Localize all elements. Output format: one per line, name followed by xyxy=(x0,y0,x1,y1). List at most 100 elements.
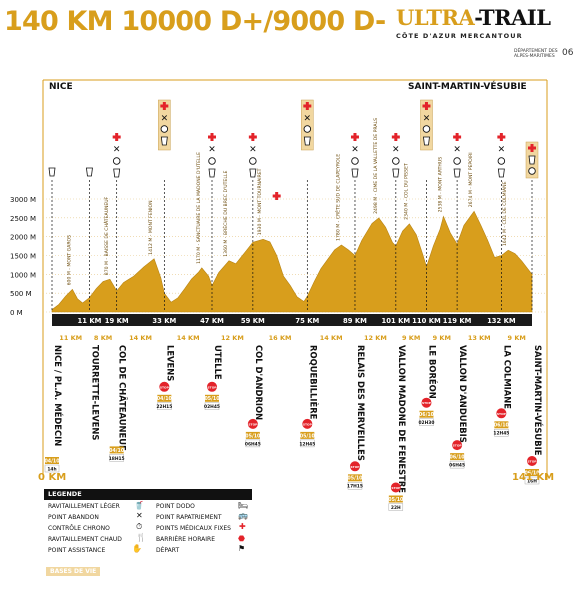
segment-distance: 8 KM xyxy=(94,334,112,342)
cup-icon xyxy=(497,168,505,178)
stopwatch-icon xyxy=(112,157,121,165)
y-axis-label: 2000 M xyxy=(10,234,36,242)
start-place: NICE xyxy=(49,82,73,92)
station-name: NICE / PL.A. MÉDECIN xyxy=(53,345,64,446)
cup-icon xyxy=(528,155,536,165)
barrier-date: 04/10 xyxy=(109,448,125,454)
cross-icon: ✕ xyxy=(351,145,359,155)
barrier-date: 06/10 xyxy=(494,423,510,429)
stop-text: STOP xyxy=(528,460,538,464)
stop-sign-icon xyxy=(496,408,507,419)
station-name: SAINT-MARTIN-VÉSUBIE xyxy=(533,345,544,456)
barrier-time-badge xyxy=(524,476,540,485)
cup-icon xyxy=(303,136,311,146)
legend-item-sleep: POINT DODO xyxy=(156,503,195,510)
segment-distance: 12 KM xyxy=(221,334,244,342)
barrier-date-badge xyxy=(388,495,403,503)
medical-cross-icon xyxy=(497,133,506,141)
summit-label: 2340 M - COL DU PISSET xyxy=(403,163,409,220)
station-name: VALLON D'ANDUEBIS xyxy=(458,345,468,443)
cross-icon: ✕ xyxy=(136,511,143,520)
km-marker-label: 119 KM xyxy=(443,317,472,325)
barrier-time-badge xyxy=(419,418,434,426)
barrier-time: 16H xyxy=(527,478,537,484)
y-axis-label: 0 M xyxy=(10,309,23,317)
summit-label: 2674 M - MONT PEPOIRI xyxy=(468,152,474,207)
legend-item-hot-supply: RAVITAILLEMENT CHAUD xyxy=(48,536,122,543)
flag-icon: ⚑ xyxy=(238,544,246,553)
end-place: SAINT-MARTIN-VÉSUBIE xyxy=(408,82,527,92)
y-axis-label: 1500 M xyxy=(10,253,36,261)
cross-icon: ✕ xyxy=(208,145,216,155)
stopwatch-icon xyxy=(351,157,359,165)
cup-icon xyxy=(85,167,93,177)
profile-area xyxy=(51,210,533,313)
segment-distance: 14 KM xyxy=(177,334,200,342)
medical-cross-icon xyxy=(303,102,312,110)
segment-distance: 14 KM xyxy=(129,334,152,342)
barrier-date: 06/10 xyxy=(450,455,466,461)
medical-cross-icon xyxy=(391,133,400,141)
stop-sign-icon: ⬣ xyxy=(238,534,245,543)
km-marker-label: 33 KM xyxy=(152,317,176,325)
station-name: LEVENS xyxy=(165,345,175,381)
barrier-date: 05/10 xyxy=(388,497,404,503)
legend-item-assistance: POINT ASSISTANCE xyxy=(48,547,106,554)
y-axis-label: 2500 M xyxy=(10,215,36,223)
segment-distance: 13 KM xyxy=(468,334,491,342)
fork-knife-icon: 🍴 xyxy=(136,533,146,542)
barrier-time-badge xyxy=(44,464,60,473)
hands-icon: ✋ xyxy=(132,544,142,553)
legend-item-medical: POINTS MÉDICAUX FIXES xyxy=(156,525,231,532)
stopwatch-icon xyxy=(528,167,536,175)
summit-label: 870 M - BAISSE DE CHÂTEAUNEUF xyxy=(103,196,110,275)
barrier-time: 17H15 xyxy=(347,484,363,490)
cup-icon xyxy=(208,168,216,178)
barrier-date-badge xyxy=(109,446,124,454)
stopwatch-icon: ⏱ xyxy=(136,522,143,531)
cross-icon: ✕ xyxy=(498,145,506,155)
station-lines xyxy=(51,180,533,312)
barrier-time-badge xyxy=(109,454,124,462)
stop-text: STOP xyxy=(303,422,313,426)
summit-label: 1642 M - COL DE COLMIANE xyxy=(502,181,508,246)
stop-sign-icon xyxy=(452,440,463,451)
legend-item-abandon: POINT ABANDON xyxy=(48,514,99,521)
summit-label: 600 M - MONT GAROS xyxy=(66,235,72,286)
barrier-time: 18H15 xyxy=(109,456,125,462)
barrier-date: 05/10 xyxy=(245,433,261,439)
barrier-date-badge xyxy=(205,394,219,402)
stop-text: STOP xyxy=(350,465,360,469)
race-title: 140 KM 10000 D+/9000 D- xyxy=(4,6,386,37)
stop-sign-icon xyxy=(349,461,360,472)
barrier-date-badge xyxy=(525,469,539,476)
barrier-date-badge xyxy=(157,394,172,402)
station-name: COL DE CHÂTEAUNEUF xyxy=(118,345,129,451)
segment-distance: 12 KM xyxy=(364,334,387,342)
stopwatch-icon xyxy=(208,157,216,165)
medical-cross-icon xyxy=(160,102,169,110)
barrier-time: 12H45 xyxy=(299,441,315,447)
barrier-date: 05/10 xyxy=(300,433,316,439)
barrier-time: 02H30 xyxy=(419,420,435,426)
legend-item-start: DÉPART xyxy=(156,547,180,554)
stopwatch-icon xyxy=(392,157,400,165)
stop-sign-icon xyxy=(247,418,258,429)
stopwatch-icon xyxy=(160,125,169,133)
segment-distance: 9 KM xyxy=(433,334,451,342)
legend-item-barrier: BARRIÈRE HORAIRE xyxy=(156,536,215,543)
barrier-date: 05/10 xyxy=(347,476,363,482)
km-marker-label: 132 KM xyxy=(487,317,516,325)
barrier-time-badge xyxy=(300,439,315,448)
station-name: LE BORÉON xyxy=(427,345,438,399)
bus-icon: 🚌 xyxy=(238,511,248,520)
station-name: UTELLE xyxy=(213,345,223,380)
station-name: LA COLMIANE xyxy=(502,345,512,409)
y-axis-label: 1000 M xyxy=(10,271,36,279)
brand-subtitle: CÔTE D'AZUR MERCANTOUR xyxy=(396,32,523,40)
station-name: COL D'ANDRION xyxy=(254,345,264,420)
summit-labels: 600 M - MONT GAROS 870 M - BAISSE DE CHÂT… xyxy=(66,118,508,286)
barrier-date: 04/10 xyxy=(44,458,60,464)
cup-icon xyxy=(160,136,168,146)
